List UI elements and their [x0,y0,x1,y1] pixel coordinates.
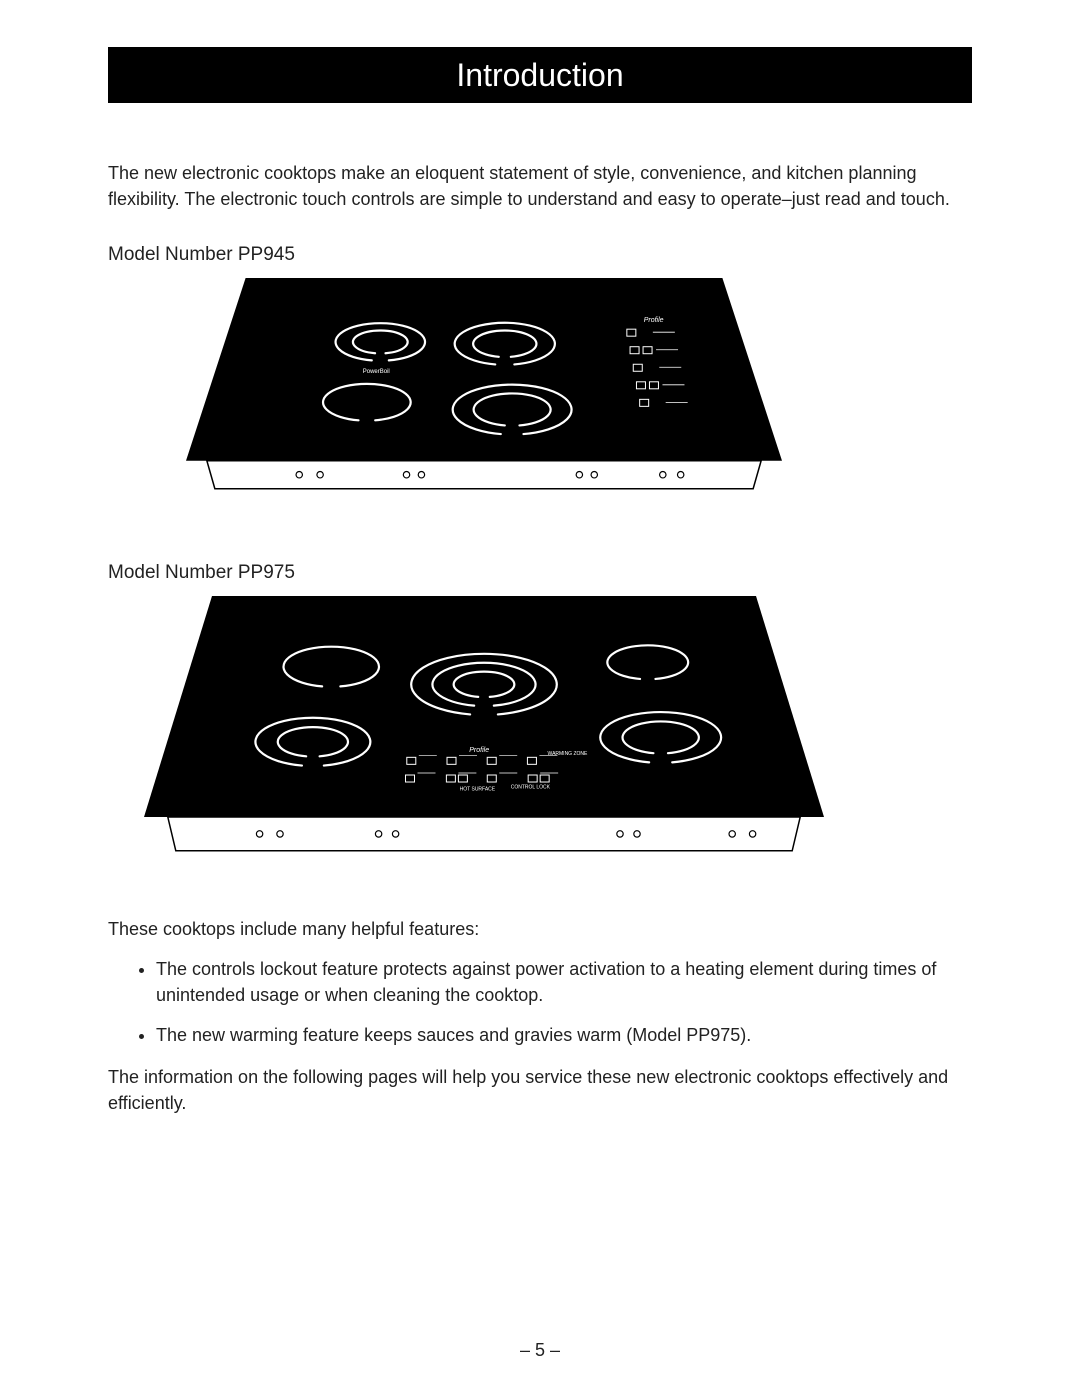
model1-heading: Model Number PP945 [108,244,295,266]
svg-text:HOT SURFACE: HOT SURFACE [460,786,496,792]
feature-bullet-list: The controls lockout feature protects ag… [156,956,972,1062]
feature-bullet-item: The controls lockout feature protects ag… [156,956,972,1008]
section-title-bar: Introduction [108,47,972,103]
svg-text:Profile: Profile [469,747,489,754]
model1-cooktop-illustration: Profile PowerBoil [186,278,782,493]
feature-bullet-item: The new warming feature keeps sauces and… [156,1022,972,1048]
features-intro-text: These cooktops include many helpful feat… [108,916,972,942]
model2-heading: Model Number PP975 [108,562,295,584]
closing-paragraph: The information on the following pages w… [108,1064,972,1116]
intro-paragraph: The new electronic cooktops make an eloq… [108,160,972,212]
svg-text:WARMING ZONE: WARMING ZONE [548,751,588,757]
page-number: – 5 – [0,1340,1080,1361]
svg-text:PowerBoil: PowerBoil [363,369,390,375]
svg-text:CONTROL LOCK: CONTROL LOCK [511,784,551,790]
svg-text:Profile: Profile [644,317,664,324]
model2-cooktop-illustration: Profile WARMING ZONE HOT SURFACE CONTROL LO… [144,596,824,856]
